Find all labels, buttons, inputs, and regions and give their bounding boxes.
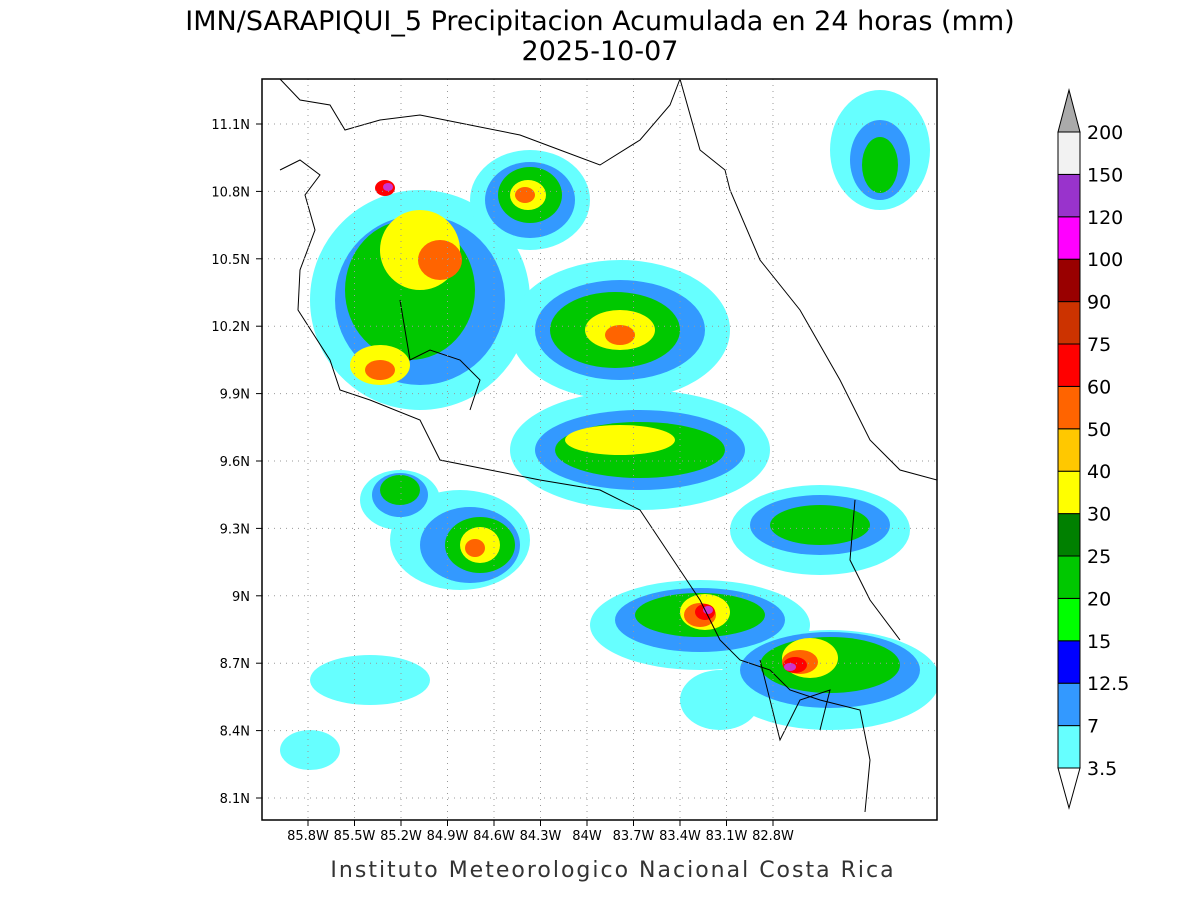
lat-label: 10.8N — [211, 185, 250, 200]
footer: Instituto Meteorologico Nacional Costa R… — [330, 858, 895, 883]
colorbar-segment — [1057, 640, 1081, 684]
colorbar-label: 40 — [1087, 461, 1111, 483]
lat-label: 9N — [232, 590, 250, 605]
lat-label: 10.5N — [211, 253, 250, 268]
colorbar-label: 50 — [1087, 419, 1111, 441]
colorbar-label: 25 — [1087, 546, 1111, 568]
lon-label: 83.1W — [706, 829, 748, 844]
lon-label: 82.8W — [752, 829, 794, 844]
colorbar-label: 120 — [1087, 207, 1123, 229]
colorbar-segment — [1057, 385, 1081, 430]
colorbar-segment — [1057, 173, 1081, 218]
colorbar-label: 15 — [1087, 631, 1111, 653]
colorbar-segment — [1057, 428, 1081, 472]
coastline — [279, 79, 937, 813]
colorbar-segment — [1057, 555, 1081, 599]
colorbar-label: 7 — [1087, 716, 1099, 738]
colorbar-segment — [1057, 258, 1081, 303]
colorbar-segment — [1057, 470, 1081, 515]
precipitation-field — [280, 90, 937, 770]
lat-label: 9.9N — [220, 388, 250, 403]
colorbar-label: 75 — [1087, 334, 1111, 356]
colorbar-segment — [1057, 725, 1081, 769]
lat-label: 8.4N — [220, 725, 250, 740]
colorbar-label: 100 — [1087, 249, 1123, 271]
colorbar-label: 30 — [1087, 504, 1111, 526]
map-frame — [261, 78, 938, 821]
colorbar-label: 12.5 — [1087, 673, 1129, 695]
colorbar-segment — [1057, 216, 1081, 260]
colorbar-segment — [1057, 343, 1081, 387]
colorbar-segment — [1057, 682, 1081, 727]
map-area — [279, 79, 937, 813]
lat-label: 8.7N — [220, 657, 250, 672]
lat-label: 9.6N — [220, 455, 250, 470]
lat-label: 9.3N — [220, 522, 250, 537]
lon-label: 84.9W — [427, 829, 469, 844]
colorbar-label: 150 — [1087, 164, 1123, 186]
colorbar-label: 3.5 — [1087, 758, 1117, 780]
colorbar-label: 20 — [1087, 588, 1111, 610]
lon-label: 84.6W — [473, 829, 515, 844]
colorbar-segment — [1057, 513, 1081, 557]
colorbar-label: 200 — [1087, 122, 1123, 144]
lon-label: 85.8W — [287, 829, 329, 844]
lon-label: 85.5W — [334, 829, 376, 844]
lon-label: 84W — [572, 829, 602, 844]
colorbar-segment — [1057, 131, 1081, 175]
lat-label: 8.1N — [220, 792, 250, 807]
colorbar-segment — [1057, 301, 1081, 345]
colorbar-over — [1057, 88, 1081, 133]
colorbar-label: 60 — [1087, 376, 1111, 398]
lon-label: 84.3W — [520, 829, 562, 844]
colorbar-under — [1057, 767, 1081, 810]
lon-label: 83.7W — [613, 829, 655, 844]
lon-label: 85.2W — [380, 829, 422, 844]
lat-label: 11.1N — [211, 118, 250, 133]
colorbar-label: 90 — [1087, 292, 1111, 314]
title: IMN/SARAPIQUI_5 Precipitacion Acumulada … — [185, 6, 1014, 37]
colorbar-segment — [1057, 597, 1081, 642]
date: 2025-10-07 — [522, 36, 679, 67]
lon-label: 83.4W — [659, 829, 701, 844]
lat-label: 10.2N — [211, 320, 250, 335]
